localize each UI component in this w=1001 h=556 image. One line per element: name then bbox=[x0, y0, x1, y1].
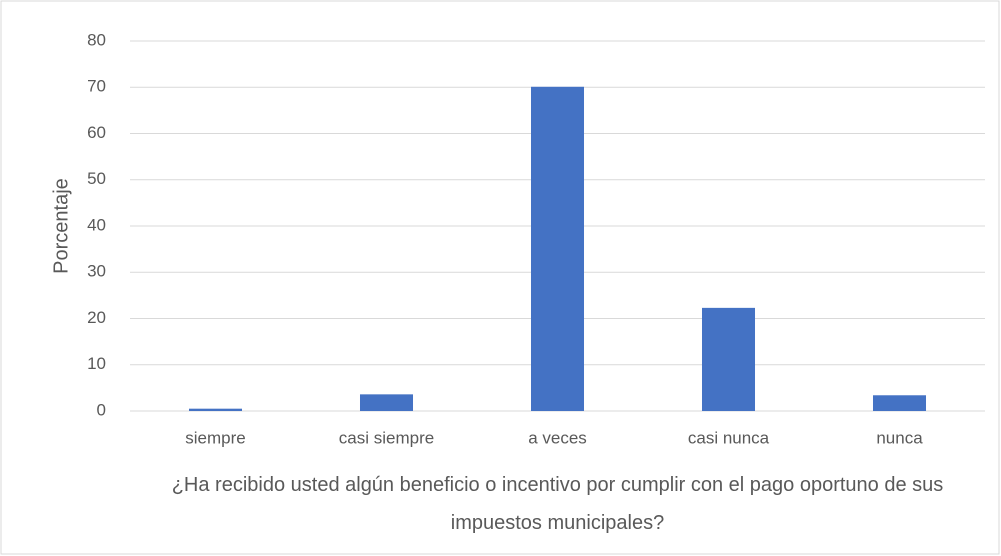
y-tick-label: 40 bbox=[87, 215, 106, 234]
bar bbox=[188, 408, 243, 411]
x-axis-label: ¿Ha recibido usted algún beneficio o inc… bbox=[171, 474, 944, 534]
x-tick-label: a veces bbox=[528, 428, 587, 447]
bar bbox=[872, 395, 927, 411]
y-tick-label: 30 bbox=[87, 262, 106, 281]
y-axis-label: Porcentaje bbox=[50, 178, 72, 274]
bar bbox=[359, 394, 414, 411]
y-tick-label: 60 bbox=[87, 123, 106, 142]
y-tick-label: 70 bbox=[87, 77, 106, 96]
y-tick-label: 80 bbox=[87, 30, 106, 49]
bar bbox=[701, 307, 756, 411]
y-tick-label: 10 bbox=[87, 354, 106, 373]
bar bbox=[530, 86, 585, 411]
x-tick-label: casi siempre bbox=[339, 428, 434, 447]
x-tick-label: siempre bbox=[185, 428, 245, 447]
y-tick-label: 20 bbox=[87, 308, 106, 327]
x-tick-label: nunca bbox=[876, 428, 923, 447]
y-tick-label: 0 bbox=[97, 400, 106, 419]
x-tick-label: casi nunca bbox=[688, 428, 770, 447]
y-tick-label: 50 bbox=[87, 169, 106, 188]
